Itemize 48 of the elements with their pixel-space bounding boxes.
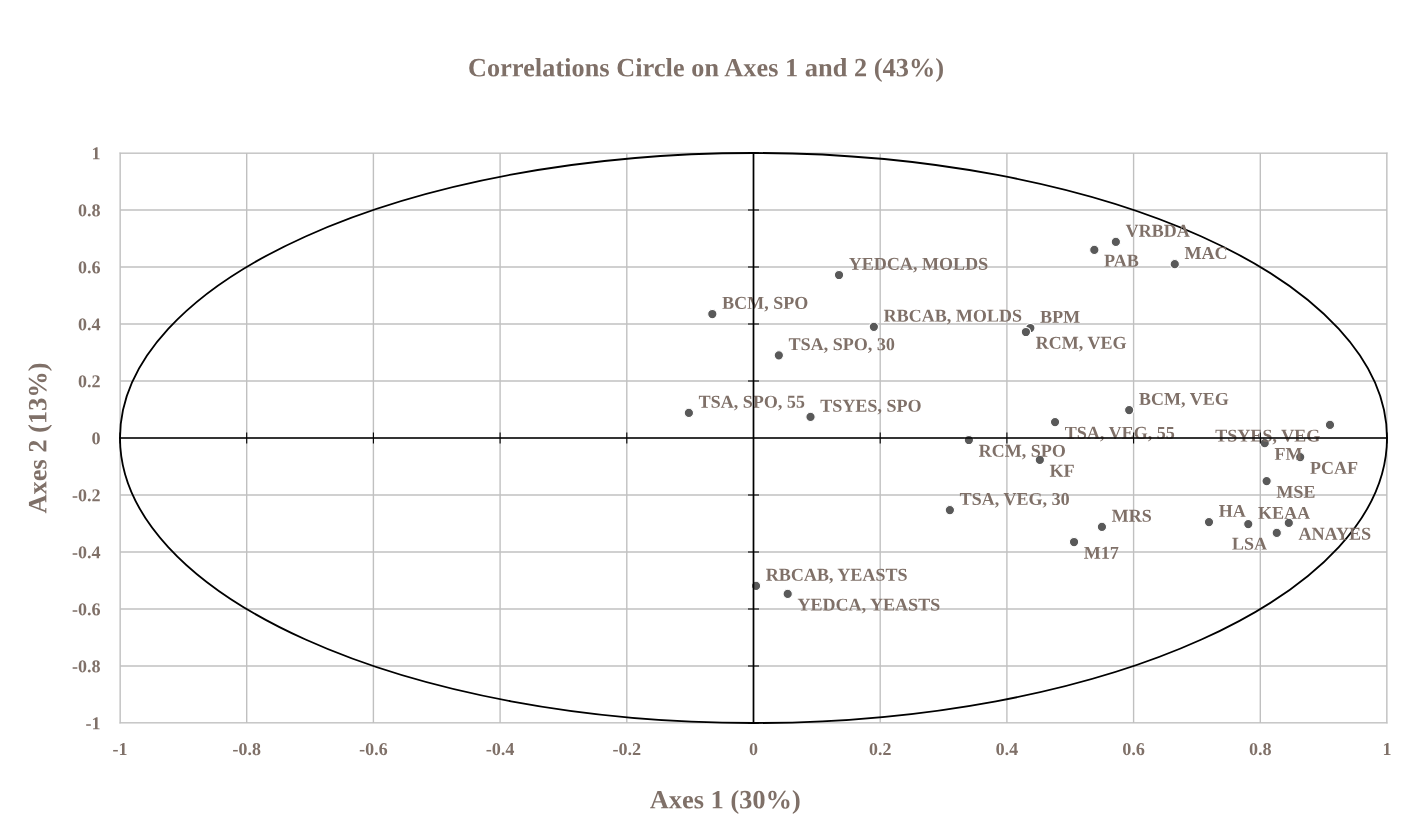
y-tick-label: 0.6 — [78, 261, 101, 274]
annotation: PCAF — [1310, 461, 1358, 474]
annotation: M17 — [1084, 546, 1119, 559]
x-tick-label: 0.2 — [869, 742, 891, 756]
annotation: YEDCA, YEASTS — [797, 598, 940, 614]
annotation: MAC — [1184, 246, 1227, 260]
x-axis-title: Axes 1 (30%) — [650, 790, 800, 814]
y-tick-label: -0.4 — [72, 546, 101, 559]
x-tick-label: 0.4 — [996, 742, 1018, 756]
y-tick-label: -0.8 — [72, 660, 100, 673]
annotation: TSA, SPO, 30 — [788, 338, 895, 353]
annotation: VRBDA — [1125, 224, 1190, 237]
annotation: HA — [1219, 504, 1246, 517]
y-axis-title: Axes 2 (13%) — [28, 363, 52, 514]
annotation: RCM, SPO — [978, 444, 1065, 460]
annotation: MSE — [1276, 485, 1315, 498]
y-tick-label: 0.4 — [78, 318, 101, 331]
y-tick-label: -1 — [86, 717, 100, 730]
x-tick-label: 0.6 — [1123, 742, 1145, 756]
annotation: YEDCA, MOLDS — [849, 257, 988, 273]
x-tick-label: -0.8 — [233, 742, 261, 756]
annotation: KF — [1049, 464, 1074, 477]
y-tick-label: 0 — [92, 432, 100, 445]
y-tick-label: 0.8 — [78, 204, 100, 217]
annotation: MRS — [1111, 509, 1151, 522]
annotation: RBCAB, YEASTS — [766, 568, 907, 584]
y-tick-label: -0.2 — [72, 489, 100, 502]
annotation: BCM, VEG — [1139, 392, 1229, 408]
annotation: RBCAB, MOLDS — [883, 309, 1022, 325]
x-tick-label: 0 — [749, 742, 758, 756]
annotation: RCM, VEG — [1035, 336, 1127, 352]
chart-title: Correlations Circle on Axes 1 and 2 (43%) — [469, 58, 943, 82]
x-tick-label: -0.4 — [486, 742, 515, 756]
y-tick-label: 0.2 — [78, 375, 100, 388]
annotation: TSYES, SPO — [820, 399, 921, 415]
x-tick-label: -1 — [113, 743, 127, 755]
annotation: TSA, VEG, 30 — [959, 492, 1069, 508]
annotation: KEAA — [1258, 506, 1311, 519]
y-tick-label: -0.6 — [72, 603, 101, 616]
x-tick-label: 0.8 — [1249, 742, 1271, 756]
y-tick-label: 1 — [92, 147, 100, 160]
x-tick-label: -0.6 — [359, 742, 388, 756]
annotation: PAB — [1104, 254, 1139, 267]
annotation: FM — [1274, 448, 1303, 460]
x-tick-label: -0.2 — [613, 742, 641, 756]
x-tick-label: 1 — [1383, 743, 1391, 755]
annotation: LSA — [1232, 537, 1267, 550]
annotation: BPM — [1040, 310, 1080, 323]
